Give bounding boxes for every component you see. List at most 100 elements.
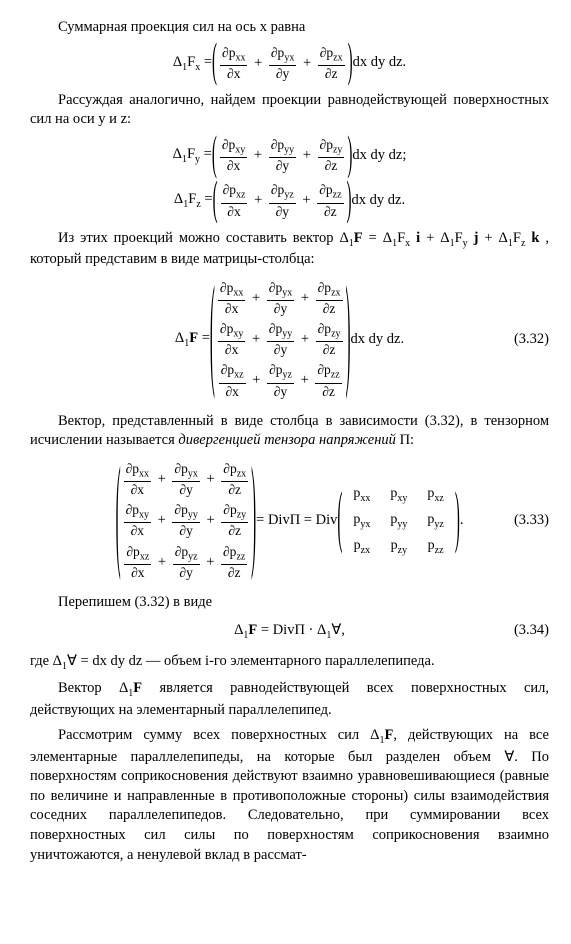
stress-tensor-matrix: pxx pxy pxz pyx pyy pyz pzx pzy pzz bbox=[342, 481, 454, 562]
t: zy bbox=[398, 545, 407, 556]
t: ∂y bbox=[269, 158, 296, 173]
t: ∂x bbox=[124, 482, 151, 497]
t: zy bbox=[237, 510, 246, 521]
t: = DivП · Δ bbox=[257, 622, 326, 638]
equation-fx: Δ1Fx = ( ∂pxx∂x + ∂pyx∂y + ∂pzx∂z ) dx d… bbox=[30, 46, 549, 81]
eqnum: (3.32) bbox=[514, 330, 549, 350]
t: xx bbox=[360, 492, 370, 503]
eqnum: (3.34) bbox=[514, 621, 549, 641]
t: дивергенцией тензора напряжений bbox=[178, 432, 396, 448]
t: yx bbox=[188, 469, 198, 480]
t: zz bbox=[435, 545, 444, 556]
t: ∂x bbox=[218, 301, 245, 316]
text: Суммарная проекция сил на ось х равна bbox=[58, 19, 305, 35]
t: = bbox=[200, 54, 212, 70]
t: ∂x bbox=[221, 204, 248, 219]
t: F bbox=[513, 230, 521, 246]
equation-3-33: ( ∂pxx∂x + ∂pyx∂y + ∂pzx∂z ∂pxy∂x + ∂pyy… bbox=[30, 459, 549, 583]
t: ∂z bbox=[221, 565, 247, 580]
t: Δ bbox=[175, 330, 184, 346]
t: ∂y bbox=[267, 384, 294, 399]
equation-fz: Δ1Fz = ( ∂pxz∂x + ∂pyz∂y + ∂pzz∂z ) dx d… bbox=[30, 183, 549, 218]
t: ∂x bbox=[124, 523, 151, 538]
t: = bbox=[200, 146, 212, 162]
t: zx bbox=[333, 52, 342, 63]
t: = Δ bbox=[363, 230, 392, 246]
text: Из этих проекций можно составить вектор bbox=[58, 230, 339, 246]
t: ∂z bbox=[317, 204, 343, 219]
t: ∀ bbox=[504, 749, 514, 765]
t: ∂z bbox=[316, 301, 343, 316]
t: ∂x bbox=[218, 342, 245, 357]
t: yz bbox=[434, 519, 443, 530]
t: . bbox=[460, 511, 464, 531]
t: ∂p bbox=[319, 182, 332, 197]
t: = bbox=[198, 330, 210, 346]
t: ∂p bbox=[271, 182, 284, 197]
t: = dx dy dz — объем i-го элементарного па… bbox=[77, 653, 435, 669]
t: zy bbox=[333, 145, 342, 156]
t: p bbox=[428, 538, 435, 553]
t: zx bbox=[331, 287, 340, 298]
equation-fy: Δ1Fy = ( ∂pxy∂x + ∂pyy∂y + ∂pzy∂z ) dx d… bbox=[30, 138, 549, 173]
t: ∂z bbox=[318, 158, 345, 173]
t: ∀ bbox=[331, 622, 341, 638]
t: dx dy dz. bbox=[353, 53, 407, 73]
t: где Δ bbox=[30, 653, 62, 669]
t: F bbox=[187, 146, 195, 162]
t: ∂y bbox=[269, 204, 296, 219]
t: xy bbox=[139, 510, 149, 521]
t: = DivП = Div bbox=[256, 511, 337, 531]
t: p bbox=[391, 538, 398, 553]
t: xz bbox=[234, 370, 243, 381]
t: + Δ bbox=[484, 230, 507, 246]
eqnum: (3.33) bbox=[514, 511, 549, 531]
t: ∂y bbox=[173, 565, 200, 580]
t: Рассмотрим сумму всех поверхностных сил bbox=[58, 727, 370, 743]
t: j bbox=[468, 230, 485, 246]
t: yx bbox=[282, 287, 292, 298]
t: i bbox=[410, 230, 426, 246]
para-3: Из этих проекций можно составить вектор … bbox=[30, 229, 549, 270]
t: dx dy dz. bbox=[352, 191, 406, 211]
t: xy bbox=[233, 329, 243, 340]
t: zy bbox=[331, 329, 340, 340]
t: F bbox=[455, 230, 463, 246]
t: ∂p bbox=[222, 45, 235, 60]
t: yy bbox=[284, 145, 294, 156]
t: Δ bbox=[173, 54, 182, 70]
t: xz bbox=[236, 190, 245, 201]
t: zx bbox=[361, 545, 370, 556]
t: dx dy dz. bbox=[351, 330, 405, 350]
t: . По поверхностям соприкосновения действ… bbox=[30, 749, 549, 863]
t: ∂y bbox=[172, 523, 199, 538]
t: Δ bbox=[370, 727, 379, 743]
t: zz bbox=[331, 370, 340, 381]
t: xx bbox=[139, 469, 149, 480]
t: Δ bbox=[119, 680, 128, 696]
t: yz bbox=[282, 370, 291, 381]
para-1: Суммарная проекция сил на ось х равна bbox=[30, 18, 549, 38]
t: yz bbox=[188, 551, 197, 562]
t: p bbox=[354, 538, 361, 553]
equation-3-32: Δ1F = ( ∂pxx∂x + ∂pyx∂y + ∂pzx∂z ∂pxy∂x … bbox=[30, 278, 549, 402]
t: ∀ bbox=[67, 653, 77, 669]
t: Вектор bbox=[58, 680, 119, 696]
t: Δ bbox=[173, 146, 182, 162]
para-6: где Δ1∀ = dx dy dz — объем i-го элемента… bbox=[30, 652, 549, 673]
t: ∂z bbox=[315, 384, 341, 399]
t: ∂p bbox=[320, 45, 333, 60]
para-4: Вектор, представленный в виде столбца в … bbox=[30, 412, 549, 451]
t: zz bbox=[333, 190, 342, 201]
t: ∂y bbox=[269, 66, 296, 81]
t: ∂z bbox=[221, 482, 248, 497]
t: ∂x bbox=[220, 66, 247, 81]
t: ∂y bbox=[172, 482, 199, 497]
text: Рассуждая аналогично, найдем проекции ра… bbox=[30, 92, 549, 128]
para-8: Рассмотрим сумму всех поверхностных сил … bbox=[30, 726, 549, 865]
equation-3-34: Δ1F = DivП · Δ1∀, (3.34) bbox=[30, 621, 549, 642]
t: ∂z bbox=[318, 66, 345, 81]
t: Δ bbox=[174, 191, 183, 207]
t: F bbox=[354, 230, 363, 246]
t: F bbox=[187, 54, 195, 70]
